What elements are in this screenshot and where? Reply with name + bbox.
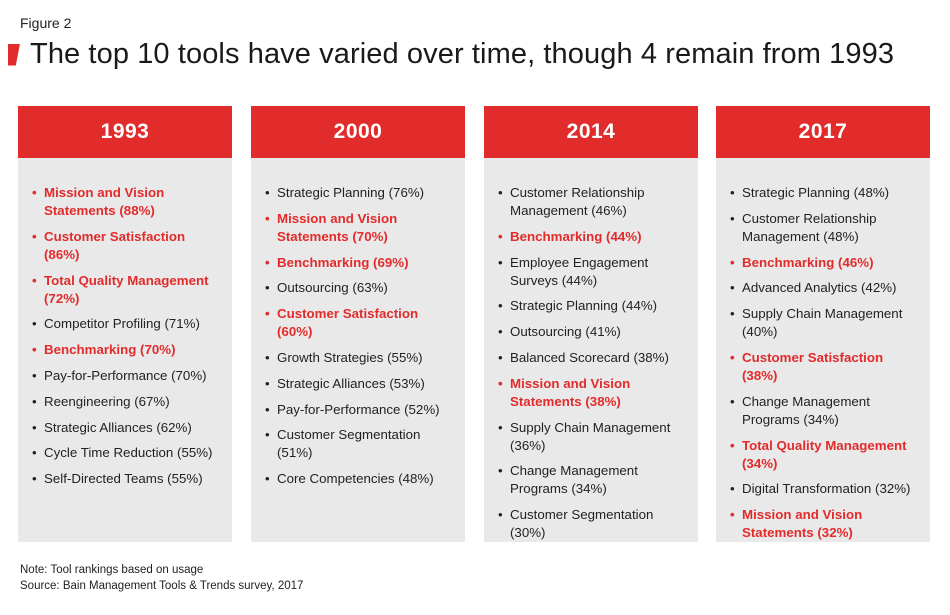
tool-item: Growth Strategies (55%) xyxy=(265,349,453,367)
tool-item-highlighted: Mission and Vision Statements (38%) xyxy=(498,375,686,411)
chart-title: The top 10 tools have varied over time, … xyxy=(30,38,895,70)
notes: Note: Tool rankings based on usage Sourc… xyxy=(20,562,303,594)
tool-item: Employee Engagement Surveys (44%) xyxy=(498,254,686,290)
tool-item: Strategic Alliances (53%) xyxy=(265,375,453,393)
panels-container: 1993 Mission and Vision Statements (88%) C… xyxy=(0,106,950,542)
year-header: 2000 xyxy=(251,106,465,158)
tool-item-highlighted: Mission and Vision Statements (70%) xyxy=(265,210,453,246)
year-header: 1993 xyxy=(18,106,232,158)
tool-item-highlighted: Mission and Vision Statements (32%) xyxy=(730,506,918,542)
tool-item: Strategic Planning (48%) xyxy=(730,184,918,202)
tool-item-highlighted: Benchmarking (69%) xyxy=(265,254,453,272)
year-panel-2014: 2014Customer Relationship Management (46… xyxy=(484,106,698,542)
source-text: Source: Bain Management Tools & Trends s… xyxy=(20,580,304,592)
tool-item-highlighted: Benchmarking (46%) xyxy=(730,254,918,272)
tool-item: Cycle Time Reduction (55%) xyxy=(32,444,220,462)
year-panel-2000: 2000 Strategic Planning (76%) Mission and … xyxy=(251,106,465,542)
tool-list: Strategic Planning (48%) Customer Relatio… xyxy=(716,158,930,542)
year-header: 2014 xyxy=(484,106,698,158)
tool-item: Pay-for-Performance (70%) xyxy=(32,367,220,385)
figure-label: Figure 2 xyxy=(20,15,72,31)
note-text: Note: Tool rankings based on usage xyxy=(20,564,204,576)
tool-item-highlighted: Total Quality Management (34%) xyxy=(730,437,918,473)
tool-item: Competitor Profiling (71%) xyxy=(32,315,220,333)
tool-item-highlighted: Customer Satisfaction (38%) xyxy=(730,349,918,385)
tool-item: Change Management Programs (34%) xyxy=(730,393,918,429)
tool-item-highlighted: Mission and Vision Statements (88%) xyxy=(32,184,220,220)
tool-item: Strategic Planning (76%) xyxy=(265,184,453,202)
year-panel-2017: 2017 Strategic Planning (48%) Customer Rel… xyxy=(716,106,930,542)
tool-item-highlighted: Customer Satisfaction (86%) xyxy=(32,228,220,264)
tool-item: Customer Relationship Management (46%) xyxy=(498,184,686,220)
tool-item-highlighted: Total Quality Management (72%) xyxy=(32,272,220,308)
tool-item: Core Competencies (48%) xyxy=(265,470,453,488)
tool-item: Outsourcing (41%) xyxy=(498,323,686,341)
tool-item: Self-Directed Teams (55%) xyxy=(32,470,220,488)
tool-item: Outsourcing (63%) xyxy=(265,279,453,297)
title-row: The top 10 tools have varied over time, … xyxy=(8,38,894,71)
tool-item: Reengineering (67%) xyxy=(32,393,220,411)
tool-item: Strategic Alliances (62%) xyxy=(32,419,220,437)
tool-item: Customer Segmentation (30%) xyxy=(498,506,686,542)
year-header: 2017 xyxy=(716,106,930,158)
tool-item: Strategic Planning (44%) xyxy=(498,297,686,315)
tool-item: Supply Chain Management (36%) xyxy=(498,419,686,455)
tool-list: Strategic Planning (76%) Mission and Visi… xyxy=(251,158,465,488)
tool-list: Customer Relationship Management (46%) Be… xyxy=(484,158,698,542)
tool-item-highlighted: Benchmarking (44%) xyxy=(498,228,686,246)
tool-item: Balanced Scorecard (38%) xyxy=(498,349,686,367)
title-accent-mark xyxy=(8,43,20,66)
tool-item: Digital Transformation (32%) xyxy=(730,480,918,498)
tool-item: Pay-for-Performance (52%) xyxy=(265,401,453,419)
year-panel-1993: 1993 Mission and Vision Statements (88%) C… xyxy=(18,106,232,542)
tool-item: Supply Chain Management (40%) xyxy=(730,305,918,341)
tool-item: Customer Relationship Management (48%) xyxy=(730,210,918,246)
tool-item: Customer Segmentation (51%) xyxy=(265,426,453,462)
tool-item: Change Management Programs (34%) xyxy=(498,462,686,498)
tool-list: Mission and Vision Statements (88%) Custo… xyxy=(18,158,232,488)
tool-item: Advanced Analytics (42%) xyxy=(730,279,918,297)
tool-item-highlighted: Customer Satisfaction (60%) xyxy=(265,305,453,341)
tool-item-highlighted: Benchmarking (70%) xyxy=(32,341,220,359)
